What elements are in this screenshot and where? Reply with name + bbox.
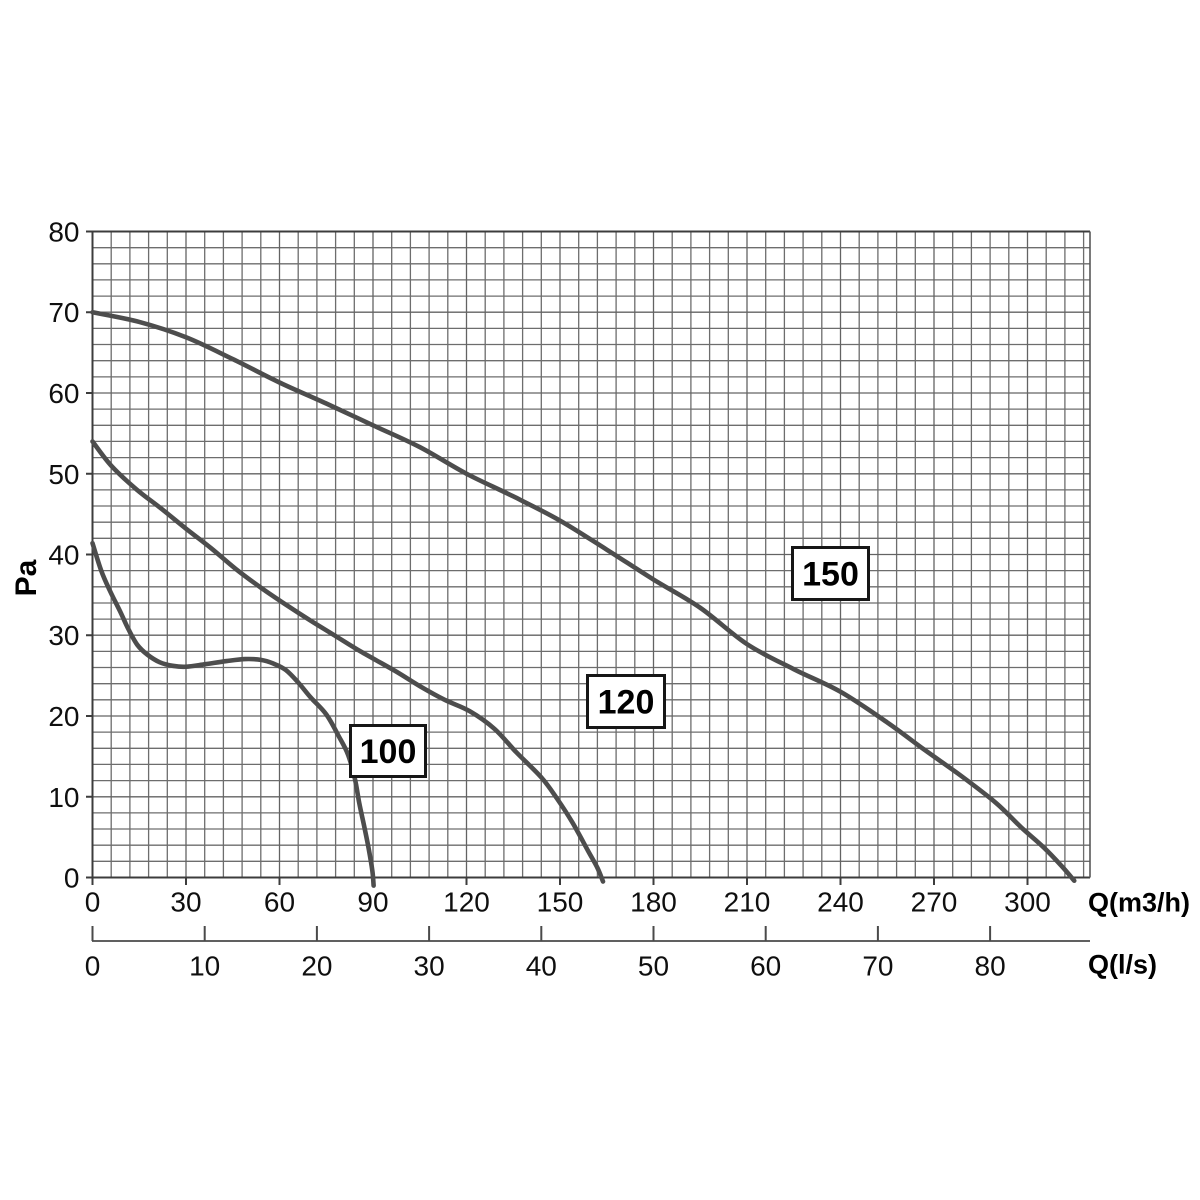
- svg-text:Q(m3/h): Q(m3/h): [1088, 888, 1190, 918]
- svg-text:10: 10: [48, 782, 79, 813]
- svg-text:210: 210: [724, 887, 771, 918]
- svg-text:100: 100: [360, 733, 417, 771]
- svg-text:Q(l/s): Q(l/s): [1088, 950, 1157, 980]
- svg-text:150: 150: [537, 887, 584, 918]
- svg-text:30: 30: [48, 620, 79, 651]
- svg-text:80: 80: [975, 951, 1006, 982]
- svg-text:150: 150: [802, 556, 859, 594]
- svg-text:60: 60: [750, 951, 781, 982]
- svg-text:50: 50: [638, 951, 669, 982]
- svg-text:300: 300: [1004, 887, 1051, 918]
- svg-text:0: 0: [64, 863, 80, 894]
- svg-text:60: 60: [264, 887, 295, 918]
- svg-text:60: 60: [48, 378, 79, 409]
- svg-text:40: 40: [526, 951, 557, 982]
- svg-text:50: 50: [48, 459, 79, 490]
- svg-text:20: 20: [48, 701, 79, 732]
- svg-text:40: 40: [48, 540, 79, 571]
- svg-text:80: 80: [48, 217, 79, 248]
- svg-text:0: 0: [85, 951, 101, 982]
- svg-text:20: 20: [301, 951, 332, 982]
- svg-text:240: 240: [817, 887, 864, 918]
- svg-text:30: 30: [170, 887, 201, 918]
- svg-text:Pa: Pa: [10, 559, 43, 596]
- svg-text:90: 90: [357, 887, 388, 918]
- svg-text:120: 120: [598, 684, 655, 722]
- svg-text:270: 270: [911, 887, 958, 918]
- svg-text:10: 10: [189, 951, 220, 982]
- svg-text:180: 180: [630, 887, 677, 918]
- svg-text:120: 120: [443, 887, 490, 918]
- svg-text:0: 0: [85, 887, 101, 918]
- svg-text:70: 70: [48, 297, 79, 328]
- svg-text:70: 70: [862, 951, 893, 982]
- svg-text:30: 30: [414, 951, 445, 982]
